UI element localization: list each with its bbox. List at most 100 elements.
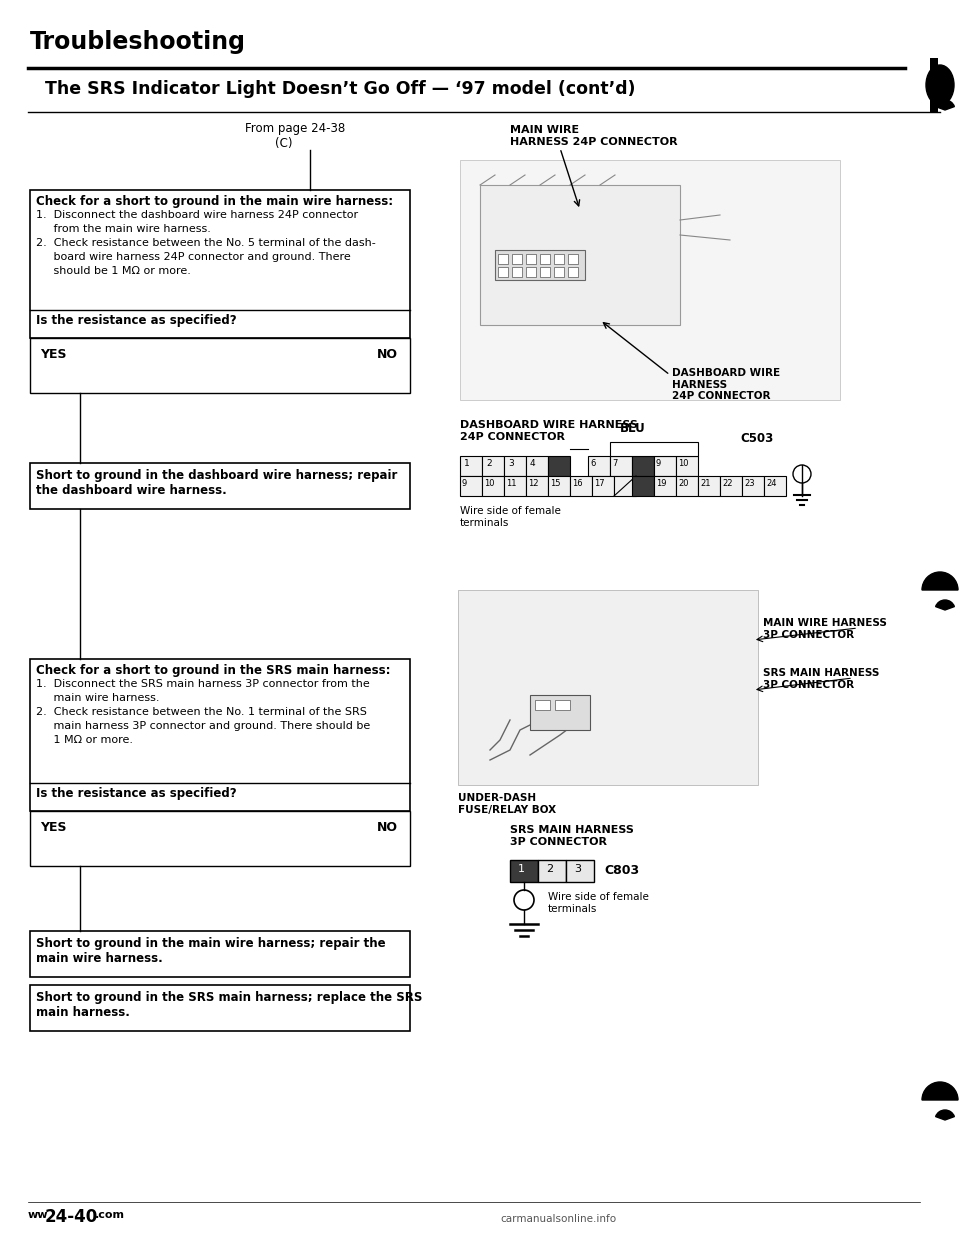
Bar bbox=[460, 476, 482, 496]
Bar bbox=[30, 985, 410, 1031]
Bar bbox=[495, 250, 585, 279]
Text: MAIN WIRE
HARNESS 24P CONNECTOR: MAIN WIRE HARNESS 24P CONNECTOR bbox=[510, 125, 678, 147]
Bar bbox=[526, 456, 548, 476]
Bar bbox=[460, 160, 840, 400]
Wedge shape bbox=[936, 600, 954, 610]
Text: NO: NO bbox=[377, 348, 398, 361]
Text: UNDER-DASH
FUSE/RELAY BOX: UNDER-DASH FUSE/RELAY BOX bbox=[458, 792, 556, 815]
Text: YES: YES bbox=[40, 821, 66, 833]
Bar bbox=[460, 456, 482, 476]
Text: Check for a short to ground in the SRS main harness:: Check for a short to ground in the SRS m… bbox=[36, 664, 391, 677]
Bar bbox=[570, 476, 592, 496]
Text: 6: 6 bbox=[590, 460, 595, 468]
Text: 24: 24 bbox=[766, 479, 777, 488]
Bar bbox=[30, 660, 410, 811]
Bar bbox=[482, 476, 504, 496]
Text: 9: 9 bbox=[656, 460, 661, 468]
Text: C803: C803 bbox=[604, 864, 639, 877]
Text: 17: 17 bbox=[594, 479, 605, 488]
Bar bbox=[566, 859, 594, 882]
Text: 20: 20 bbox=[678, 479, 688, 488]
Bar bbox=[676, 456, 698, 476]
Bar bbox=[930, 58, 938, 113]
Text: 3: 3 bbox=[508, 460, 514, 468]
Bar bbox=[538, 859, 566, 882]
Bar bbox=[510, 859, 538, 882]
Bar bbox=[554, 267, 564, 277]
Text: main wire harness.: main wire harness. bbox=[36, 693, 159, 703]
Bar bbox=[654, 456, 676, 476]
Wedge shape bbox=[922, 573, 958, 590]
Text: 19: 19 bbox=[656, 479, 666, 488]
Text: BLU: BLU bbox=[620, 422, 646, 435]
Bar bbox=[742, 476, 764, 496]
Bar bbox=[568, 267, 578, 277]
Text: 24-40: 24-40 bbox=[45, 1208, 98, 1226]
Text: C503: C503 bbox=[740, 432, 773, 445]
Text: 11: 11 bbox=[506, 479, 516, 488]
Bar bbox=[30, 932, 410, 977]
Text: Troubleshooting: Troubleshooting bbox=[30, 30, 246, 53]
Bar bbox=[512, 267, 522, 277]
Bar bbox=[554, 255, 564, 265]
Bar bbox=[30, 811, 410, 866]
Bar bbox=[458, 590, 758, 785]
Text: 23: 23 bbox=[744, 479, 755, 488]
Text: Check for a short to ground in the main wire harness:: Check for a short to ground in the main … bbox=[36, 195, 394, 207]
Bar bbox=[555, 700, 570, 710]
Text: 21: 21 bbox=[700, 479, 710, 488]
Bar bbox=[592, 476, 614, 496]
Bar bbox=[480, 185, 680, 325]
Text: Is the resistance as specified?: Is the resistance as specified? bbox=[36, 314, 236, 327]
Text: Short to ground in the dashboard wire harness; repair
the dashboard wire harness: Short to ground in the dashboard wire ha… bbox=[36, 469, 397, 497]
Text: 9: 9 bbox=[462, 479, 468, 488]
Text: 2.  Check resistance between the No. 5 terminal of the dash-: 2. Check resistance between the No. 5 te… bbox=[36, 238, 375, 248]
Text: 1: 1 bbox=[518, 864, 525, 874]
Bar bbox=[30, 190, 410, 338]
Bar bbox=[676, 476, 698, 496]
Wedge shape bbox=[936, 1110, 954, 1120]
Text: board wire harness 24P connector and ground. There: board wire harness 24P connector and gro… bbox=[36, 252, 350, 262]
Text: 15: 15 bbox=[550, 479, 561, 488]
Bar bbox=[498, 255, 508, 265]
Bar bbox=[526, 255, 536, 265]
Text: NO: NO bbox=[377, 821, 398, 833]
Text: Is the resistance as specified?: Is the resistance as specified? bbox=[36, 787, 236, 800]
Bar bbox=[610, 442, 698, 456]
Bar bbox=[30, 338, 410, 392]
Bar bbox=[720, 476, 742, 496]
Bar bbox=[614, 476, 636, 496]
Text: from the main wire harness.: from the main wire harness. bbox=[36, 224, 211, 233]
Bar bbox=[540, 267, 550, 277]
Bar bbox=[632, 476, 654, 496]
Text: (C): (C) bbox=[275, 137, 293, 150]
Text: Wire side of female
terminals: Wire side of female terminals bbox=[548, 892, 649, 914]
Text: 10: 10 bbox=[678, 460, 688, 468]
Bar bbox=[526, 267, 536, 277]
Text: From page 24-38: From page 24-38 bbox=[245, 122, 346, 135]
Text: ww: ww bbox=[28, 1210, 49, 1220]
Bar bbox=[530, 696, 590, 730]
Bar bbox=[498, 267, 508, 277]
Text: should be 1 MΩ or more.: should be 1 MΩ or more. bbox=[36, 266, 191, 276]
Bar bbox=[568, 255, 578, 265]
Bar bbox=[764, 476, 786, 496]
Bar bbox=[512, 255, 522, 265]
Text: 2: 2 bbox=[486, 460, 492, 468]
Bar bbox=[504, 456, 526, 476]
Text: 1.  Disconnect the dashboard wire harness 24P connector: 1. Disconnect the dashboard wire harness… bbox=[36, 210, 358, 220]
Text: MAIN WIRE HARNESS
3P CONNECTOR: MAIN WIRE HARNESS 3P CONNECTOR bbox=[763, 619, 887, 640]
Text: 4: 4 bbox=[530, 460, 536, 468]
Text: The SRS Indicator Light Doesn’t Go Off — ‘97 model (cont’d): The SRS Indicator Light Doesn’t Go Off —… bbox=[45, 79, 636, 98]
Text: YES: YES bbox=[40, 348, 66, 361]
Text: DASHBOARD WIRE
HARNESS
24P CONNECTOR: DASHBOARD WIRE HARNESS 24P CONNECTOR bbox=[672, 368, 780, 401]
Bar bbox=[698, 476, 720, 496]
Text: Wire side of female
terminals: Wire side of female terminals bbox=[460, 505, 561, 528]
Bar bbox=[535, 700, 550, 710]
Bar bbox=[632, 456, 654, 476]
Text: Short to ground in the main wire harness; repair the
main wire harness.: Short to ground in the main wire harness… bbox=[36, 936, 386, 965]
Text: 1 MΩ or more.: 1 MΩ or more. bbox=[36, 735, 133, 745]
Bar bbox=[588, 456, 610, 476]
Bar bbox=[610, 456, 632, 476]
Bar bbox=[540, 255, 550, 265]
